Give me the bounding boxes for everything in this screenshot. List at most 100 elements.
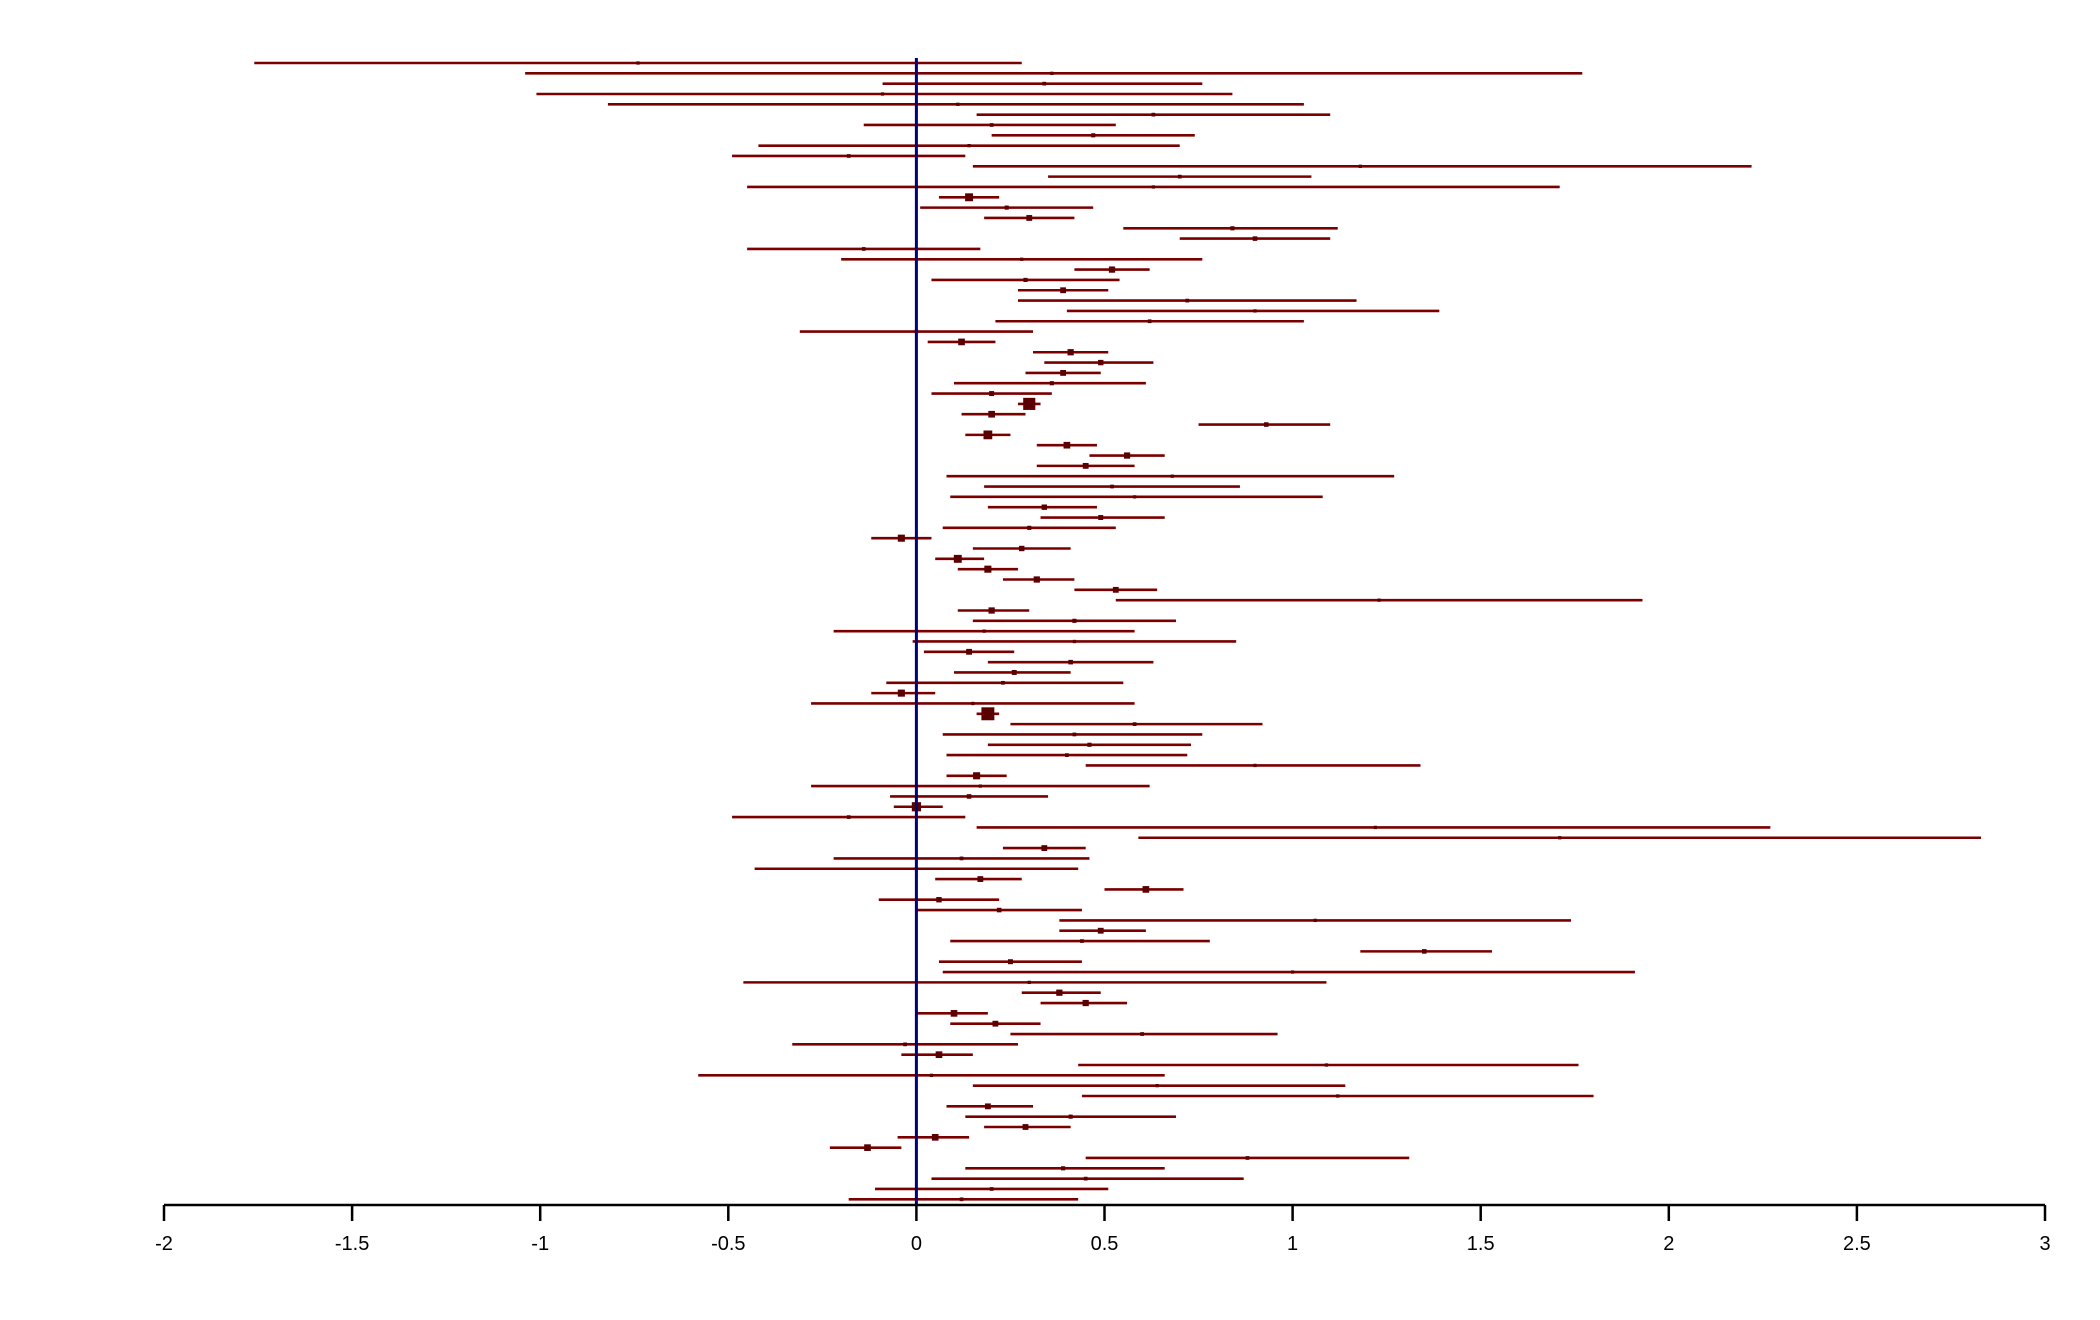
point-estimate [1067, 349, 1074, 356]
interval-group [254, 61, 1982, 1202]
point-estimate [989, 123, 994, 127]
point-estimate [1245, 1156, 1250, 1160]
point-estimate [1019, 545, 1025, 552]
point-estimate [1558, 836, 1562, 840]
point-estimate [1252, 236, 1258, 241]
point-estimate [846, 815, 851, 819]
point-estimate [1097, 927, 1104, 934]
point-estimate [1023, 397, 1036, 410]
point-estimate [988, 410, 995, 418]
point-estimate [1324, 1063, 1329, 1067]
point-estimate [1080, 939, 1084, 943]
point-estimate [1170, 474, 1174, 478]
point-estimate [1263, 422, 1269, 427]
point-estimate [1112, 586, 1119, 593]
x-tick-label: 2 [1663, 1233, 1674, 1255]
point-estimate [1007, 959, 1013, 965]
point-estimate [1123, 452, 1131, 459]
point-estimate [1373, 825, 1378, 830]
x-tick-label: 0.5 [1091, 1233, 1119, 1255]
point-estimate [1140, 1032, 1144, 1036]
point-estimate [1072, 732, 1077, 737]
point-estimate [1253, 763, 1257, 768]
x-tick-label: -1.5 [335, 1233, 369, 1255]
x-tick-label: -0.5 [711, 1233, 745, 1255]
x-tick-label: 0 [911, 1233, 922, 1255]
point-estimate [1142, 886, 1150, 893]
point-estimate [1027, 980, 1031, 985]
point-estimate [1060, 287, 1067, 294]
point-estimate [953, 554, 962, 563]
point-estimate [1108, 266, 1116, 273]
point-estimate [1091, 133, 1096, 138]
point-estimate [1072, 618, 1077, 623]
point-estimate [1063, 441, 1071, 449]
point-estimate [1068, 659, 1073, 665]
point-estimate [1061, 1166, 1066, 1171]
point-estimate [977, 876, 984, 882]
point-estimate [897, 689, 905, 697]
point-estimate [1098, 359, 1104, 366]
point-estimate [636, 61, 640, 65]
point-estimate [1004, 205, 1009, 210]
point-estimate [1083, 1176, 1088, 1181]
point-estimate [1155, 1084, 1159, 1088]
x-tick-label: 1 [1287, 1233, 1298, 1255]
point-estimate [903, 1042, 907, 1047]
point-estimate [988, 607, 995, 614]
point-estimate [1001, 680, 1005, 685]
point-estimate [1132, 722, 1137, 726]
point-estimate [1060, 369, 1067, 376]
point-estimate [1041, 504, 1048, 510]
point-estimate [880, 92, 885, 96]
point-estimate [1253, 309, 1257, 313]
point-estimate [929, 1073, 934, 1077]
point-estimate [1082, 462, 1089, 469]
x-tick-label: 2.5 [1843, 1233, 1871, 1255]
point-estimate [931, 1133, 939, 1141]
point-estimate [1098, 515, 1104, 521]
point-estimate [1132, 495, 1137, 499]
point-estimate [1087, 742, 1092, 747]
point-estimate [1050, 71, 1054, 75]
point-estimate [966, 648, 972, 655]
point-estimate [982, 629, 986, 633]
point-estimate [978, 784, 983, 788]
point-estimate [1336, 1094, 1340, 1098]
point-estimate [1072, 639, 1077, 644]
point-estimate [1377, 598, 1381, 602]
point-estimate [967, 143, 971, 148]
point-estimate [981, 707, 995, 721]
point-estimate [1020, 257, 1024, 261]
point-estimate [996, 907, 1002, 913]
point-estimate [958, 338, 965, 346]
point-estimate [973, 772, 981, 780]
point-estimate [971, 701, 975, 706]
point-estimate [1042, 81, 1047, 86]
point-estimate [861, 247, 866, 251]
point-estimate [1313, 918, 1317, 923]
point-estimate [950, 1010, 958, 1017]
point-estimate [965, 193, 974, 202]
point-estimate [983, 430, 993, 440]
point-estimate [1022, 1124, 1029, 1130]
point-estimate [1027, 525, 1032, 530]
point-estimate [959, 1197, 964, 1202]
point-estimate [959, 856, 964, 861]
point-estimate [864, 1144, 871, 1151]
point-estimate [992, 1020, 999, 1027]
point-estimate [1177, 174, 1182, 179]
point-estimate [1041, 845, 1048, 851]
x-axis: -2 -1.5 -1 -0.5 0 0.5 1 1.5 2 2.5 3 [155, 1203, 2051, 1255]
x-tick-label: -2 [155, 1233, 173, 1255]
x-tick-label: 3 [2039, 1233, 2050, 1255]
point-estimate [1068, 1114, 1073, 1119]
point-estimate [989, 391, 995, 397]
point-estimate [1033, 576, 1040, 583]
point-estimate [984, 565, 992, 573]
point-estimate [1011, 669, 1017, 675]
point-estimate [1230, 226, 1235, 231]
point-estimate [966, 794, 972, 799]
point-estimate [846, 154, 851, 158]
